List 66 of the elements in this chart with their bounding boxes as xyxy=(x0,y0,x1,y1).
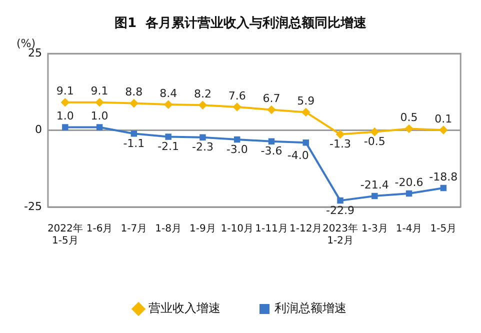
data-label: 0.5 xyxy=(400,111,418,124)
legend-label: 利润总额增速 xyxy=(274,301,346,316)
point xyxy=(406,190,412,197)
legend-label: 营业收入增速 xyxy=(148,301,220,316)
data-label: -18.8 xyxy=(429,170,458,184)
data-label: 1.0 xyxy=(56,110,74,123)
data-label: -21.4 xyxy=(360,178,389,192)
data-label: 7.6 xyxy=(228,89,246,102)
point xyxy=(337,197,344,204)
data-label: -3.0 xyxy=(226,142,248,156)
point xyxy=(440,184,447,192)
point xyxy=(164,100,172,109)
x-tick-label: 1-10月 xyxy=(220,224,254,235)
x-tick-label: 1-12月 xyxy=(290,224,322,235)
point xyxy=(234,136,240,143)
point xyxy=(61,98,70,106)
data-label: 8.2 xyxy=(194,88,212,100)
chart-title: 图1 各月累计营业收入与利润总额同比增速 xyxy=(114,15,368,32)
data-label: -20.6 xyxy=(394,176,424,189)
x-tick-label: 1-11月 xyxy=(255,224,288,235)
data-label: -22.9 xyxy=(326,204,354,217)
point xyxy=(439,126,448,134)
data-label: 9.1 xyxy=(90,84,108,98)
x-tick-label: 2022年 1-5月 xyxy=(47,222,83,247)
data-label: 6.7 xyxy=(262,92,280,106)
point xyxy=(130,99,138,108)
data-label: 5.9 xyxy=(297,94,315,108)
data-label: -3.6 xyxy=(260,144,282,158)
data-label: -4.0 xyxy=(287,148,309,162)
x-tick-label: 1-5月 xyxy=(430,224,457,235)
point xyxy=(372,192,378,200)
point xyxy=(130,130,138,137)
point xyxy=(96,98,104,106)
data-label: 0.1 xyxy=(434,112,452,126)
x-tick-label: 1-3月 xyxy=(361,224,388,235)
point xyxy=(198,101,207,110)
y-axis-title: (%) xyxy=(16,36,36,50)
data-label: -2.3 xyxy=(192,140,214,154)
point xyxy=(233,102,242,111)
point xyxy=(200,134,206,140)
x-tick-label: 1-4月 xyxy=(396,224,422,235)
point xyxy=(405,124,414,133)
point xyxy=(302,139,309,146)
data-label: 8.4 xyxy=(160,86,178,100)
point xyxy=(336,130,344,138)
point xyxy=(268,138,275,144)
x-tick-label: 1-9月 xyxy=(190,224,216,235)
data-label: -1.3 xyxy=(330,138,351,151)
data-label: -2.1 xyxy=(158,140,180,154)
point xyxy=(267,106,276,114)
x-tick-label: 1-8月 xyxy=(155,224,182,235)
point xyxy=(62,124,68,130)
y-tick-label: 0 xyxy=(34,123,42,136)
point xyxy=(165,134,172,140)
data-label: -0.5 xyxy=(364,135,386,148)
x-tick-label: 1-6月 xyxy=(86,224,113,235)
data-label: 9.1 xyxy=(56,84,74,98)
x-tick-label: 2023年 1-2月 xyxy=(322,222,358,247)
data-label: 8.8 xyxy=(125,86,143,99)
data-label: 1.0 xyxy=(90,110,108,123)
data-label: -1.1 xyxy=(123,137,145,150)
point xyxy=(370,128,379,136)
x-tick-label: 1-7月 xyxy=(120,224,148,235)
y-tick-label: -25 xyxy=(24,200,42,213)
point xyxy=(96,124,103,130)
point xyxy=(302,108,310,116)
